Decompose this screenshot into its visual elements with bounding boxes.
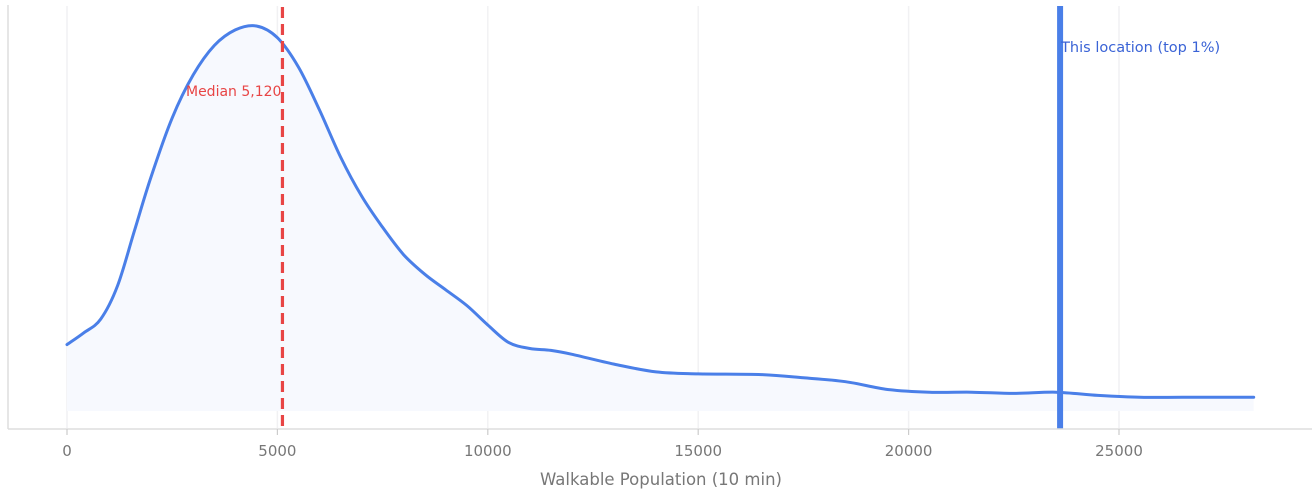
x-tick-label: 0	[62, 442, 72, 460]
x-tick-label: 20000	[885, 442, 933, 460]
x-tick-label: 10000	[464, 442, 512, 460]
location-label: This location (top 1%)	[1060, 40, 1220, 56]
x-axis-ticks: 0 5000 10000 15000 20000 25000	[62, 429, 1143, 460]
median-label: Median 5,120	[186, 84, 281, 100]
x-axis-label: Walkable Population (10 min)	[540, 470, 782, 489]
x-tick-label: 15000	[674, 442, 722, 460]
density-area-fill	[67, 25, 1254, 411]
x-tick-label: 5000	[258, 442, 296, 460]
density-curve	[65, 24, 1256, 399]
x-tick-label: 25000	[1095, 442, 1143, 460]
